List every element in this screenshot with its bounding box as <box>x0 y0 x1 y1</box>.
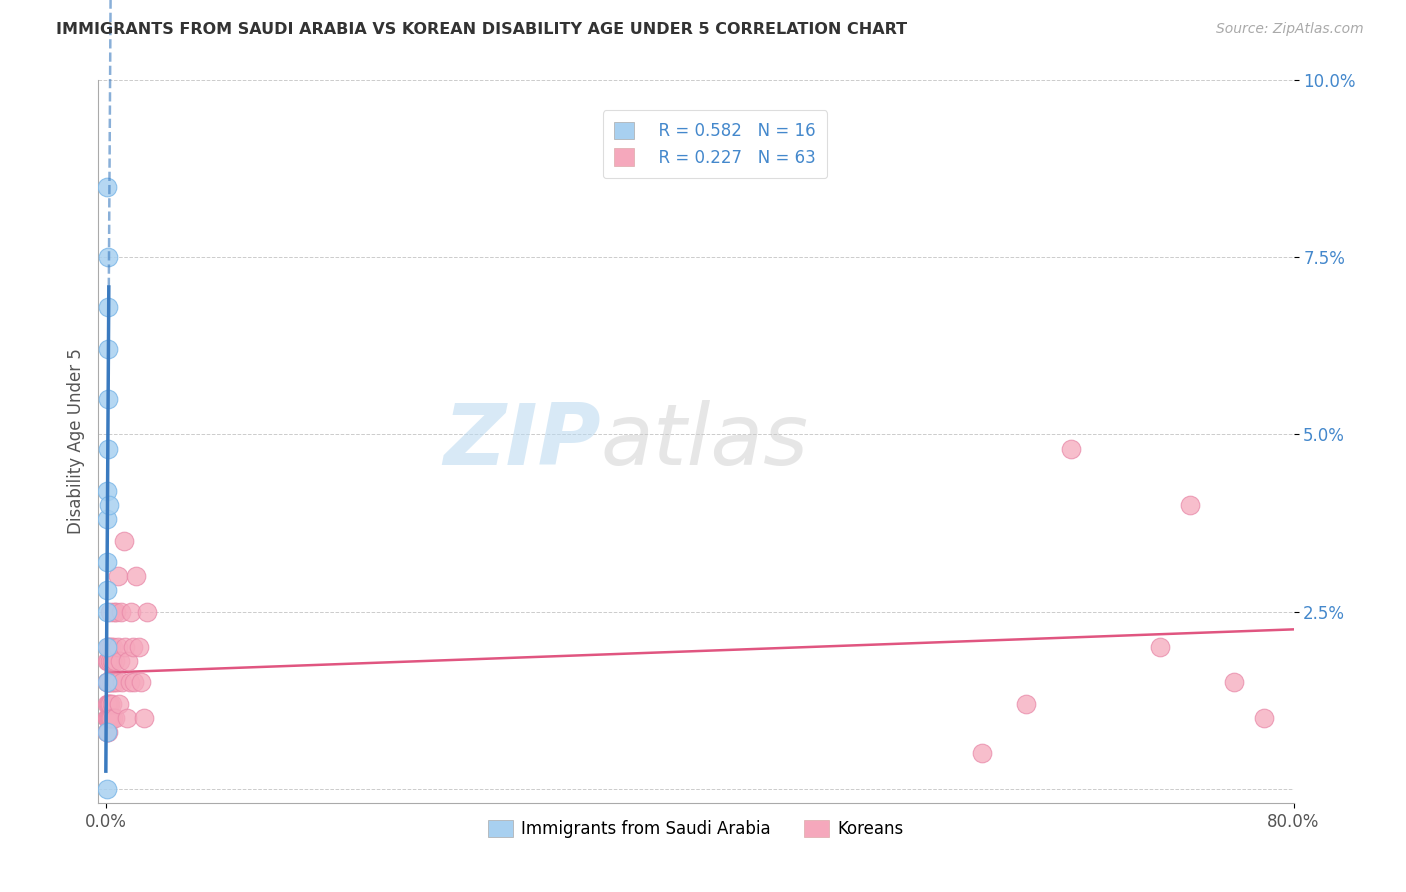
Text: Source: ZipAtlas.com: Source: ZipAtlas.com <box>1216 22 1364 37</box>
Point <box>101 675 124 690</box>
Point <box>96 697 118 711</box>
Point <box>134 711 156 725</box>
Point <box>97 498 120 512</box>
Point <box>1149 640 1171 654</box>
Point <box>104 711 127 725</box>
Point <box>136 605 159 619</box>
Point <box>97 711 120 725</box>
Point <box>96 512 118 526</box>
Point <box>105 605 128 619</box>
Point <box>122 675 145 690</box>
Point <box>112 533 135 548</box>
Point <box>114 640 136 654</box>
Point <box>98 640 121 654</box>
Point <box>96 781 118 796</box>
Point <box>1015 697 1038 711</box>
Point <box>97 654 120 668</box>
Point <box>98 605 121 619</box>
Point <box>96 675 118 690</box>
Point <box>98 711 121 725</box>
Point <box>96 484 118 499</box>
Point <box>96 583 118 598</box>
Point <box>1060 442 1083 456</box>
Point <box>97 675 120 690</box>
Point <box>97 300 120 314</box>
Point <box>1253 711 1275 725</box>
Point <box>97 711 120 725</box>
Point <box>117 654 139 668</box>
Point <box>96 711 118 725</box>
Point <box>96 711 118 725</box>
Point <box>96 555 118 569</box>
Point <box>97 675 120 690</box>
Point <box>100 675 122 690</box>
Point <box>103 605 125 619</box>
Point <box>97 442 120 456</box>
Point <box>105 675 128 690</box>
Point <box>97 392 120 406</box>
Point <box>96 179 118 194</box>
Point <box>96 640 118 654</box>
Point <box>96 725 118 739</box>
Point <box>96 725 118 739</box>
Point <box>103 675 125 690</box>
Point <box>121 640 143 654</box>
Point <box>1223 675 1246 690</box>
Point <box>101 711 124 725</box>
Point <box>104 654 127 668</box>
Point <box>111 675 134 690</box>
Point <box>98 697 121 711</box>
Point <box>101 654 124 668</box>
Text: ZIP: ZIP <box>443 400 600 483</box>
Point <box>103 640 125 654</box>
Point <box>96 675 118 690</box>
Point <box>100 640 122 654</box>
Point <box>120 605 142 619</box>
Y-axis label: Disability Age Under 5: Disability Age Under 5 <box>66 349 84 534</box>
Point <box>107 569 129 583</box>
Point <box>97 640 120 654</box>
Text: IMMIGRANTS FROM SAUDI ARABIA VS KOREAN DISABILITY AGE UNDER 5 CORRELATION CHART: IMMIGRANTS FROM SAUDI ARABIA VS KOREAN D… <box>56 22 907 37</box>
Point <box>970 746 993 760</box>
Point <box>131 675 153 690</box>
Point <box>96 605 118 619</box>
Point <box>108 654 131 668</box>
Point <box>97 725 120 739</box>
Point <box>96 725 118 739</box>
Point <box>96 654 118 668</box>
Point <box>101 697 124 711</box>
Point <box>97 697 120 711</box>
Point <box>97 697 120 711</box>
Point <box>128 640 150 654</box>
Point <box>97 251 120 265</box>
Point <box>115 711 138 725</box>
Point <box>98 654 121 668</box>
Point <box>96 675 118 690</box>
Point <box>97 343 120 357</box>
Legend: Immigrants from Saudi Arabia, Koreans: Immigrants from Saudi Arabia, Koreans <box>481 814 911 845</box>
Point <box>110 605 132 619</box>
Point <box>100 711 122 725</box>
Point <box>98 675 121 690</box>
Point <box>107 640 129 654</box>
Point <box>118 675 141 690</box>
Point <box>1178 498 1201 512</box>
Point <box>124 569 146 583</box>
Text: atlas: atlas <box>600 400 808 483</box>
Point <box>108 697 131 711</box>
